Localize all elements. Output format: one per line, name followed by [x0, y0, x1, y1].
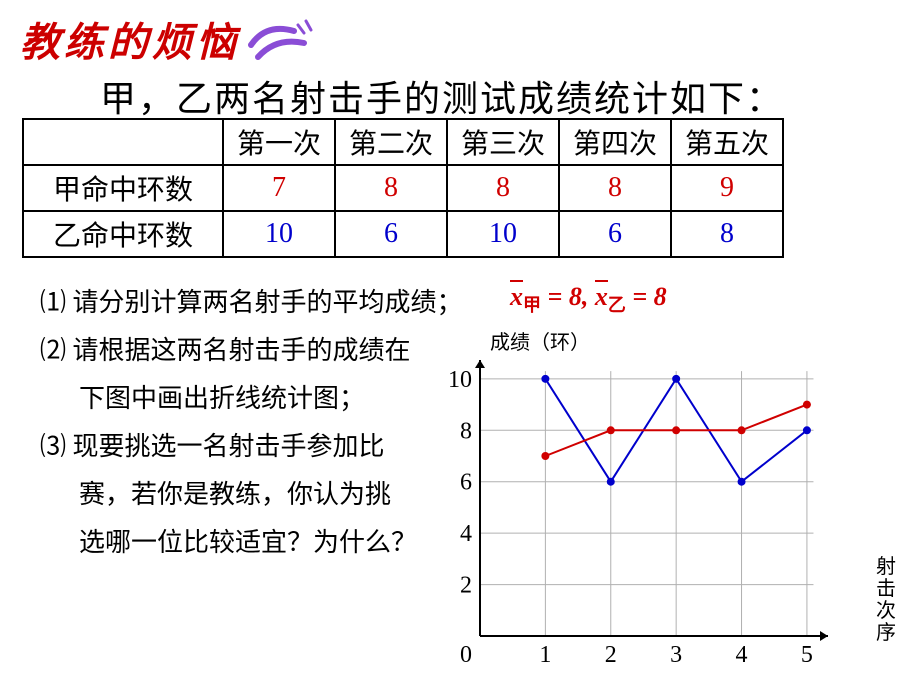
chart-xlabel: 射击次序	[876, 556, 896, 644]
jia-2: 8	[335, 165, 447, 211]
q1: ⑴ 请分别计算两名射手的平均成绩；	[40, 280, 463, 326]
chart-area: 成绩（环） 123450246810 射击次序	[440, 326, 900, 676]
subtitle-text: 甲，乙两名射击手的测试成绩统计如下：	[100, 70, 784, 122]
jia-1: 7	[223, 165, 335, 211]
svg-text:8: 8	[460, 418, 472, 444]
ans-eq2: = 8	[626, 282, 667, 311]
jia-4: 8	[559, 165, 671, 211]
q2a: ⑵ 请根据这两名射击手的成绩在	[40, 328, 463, 374]
title-row: 教练的烦恼	[20, 10, 316, 68]
question-list: ⑴ 请分别计算两名射手的平均成绩； ⑵ 请根据这两名射击手的成绩在 下图中画出折…	[40, 280, 463, 568]
jia-3: 8	[447, 165, 559, 211]
ans-sub1: 甲	[523, 295, 541, 315]
jia-5: 9	[671, 165, 783, 211]
table-header-row: 第一次 第二次 第三次 第四次 第五次	[23, 119, 783, 165]
ans-eq1: = 8,	[541, 282, 595, 311]
line-chart: 1 2 3 4 5 0 2 4 6 8 10	[440, 346, 900, 676]
yi-1: 10	[223, 211, 335, 257]
yi-3: 10	[447, 211, 559, 257]
table-row-jia: 甲命中环数 7 8 8 8 9	[23, 165, 783, 211]
yi-5: 8	[671, 211, 783, 257]
col-4: 第四次	[559, 119, 671, 165]
table-row-yi: 乙命中环数 10 6 10 6 8	[23, 211, 783, 257]
q3a: ⑶ 现要挑选一名射击手参加比	[40, 424, 463, 470]
yi-4: 6	[559, 211, 671, 257]
col-2: 第二次	[335, 119, 447, 165]
row-yi-label: 乙命中环数	[23, 211, 223, 257]
svg-text:4: 4	[460, 521, 472, 547]
col-1: 第一次	[223, 119, 335, 165]
svg-text:2: 2	[460, 573, 472, 599]
svg-text:0: 0	[460, 642, 472, 668]
ans-x1: x	[510, 282, 523, 311]
answer-text: x甲 = 8, x乙 = 8	[510, 282, 667, 317]
svg-text:6: 6	[460, 470, 472, 496]
svg-text:3: 3	[670, 642, 682, 668]
score-table: 第一次 第二次 第三次 第四次 第五次 甲命中环数 7 8 8 8 9 乙命中环…	[22, 118, 784, 258]
q2b: 下图中画出折线统计图；	[40, 376, 463, 422]
svg-text:2: 2	[605, 642, 617, 668]
q3b: 赛，若你是教练，你认为挑	[40, 472, 463, 518]
title-text: 教练的烦恼	[20, 10, 240, 68]
svg-text:4: 4	[736, 642, 748, 668]
svg-text:5: 5	[801, 642, 813, 668]
col-5: 第五次	[671, 119, 783, 165]
yi-2: 6	[335, 211, 447, 257]
table-corner	[23, 119, 223, 165]
ans-x2: x	[595, 282, 608, 311]
ans-sub2: 乙	[608, 295, 626, 315]
svg-text:10: 10	[448, 367, 472, 393]
col-3: 第三次	[447, 119, 559, 165]
svg-text:1: 1	[539, 642, 551, 668]
row-jia-label: 甲命中环数	[23, 165, 223, 211]
q3c: 选哪一位比较适宜？为什么？	[40, 520, 463, 566]
title-decoration-icon	[246, 17, 316, 61]
